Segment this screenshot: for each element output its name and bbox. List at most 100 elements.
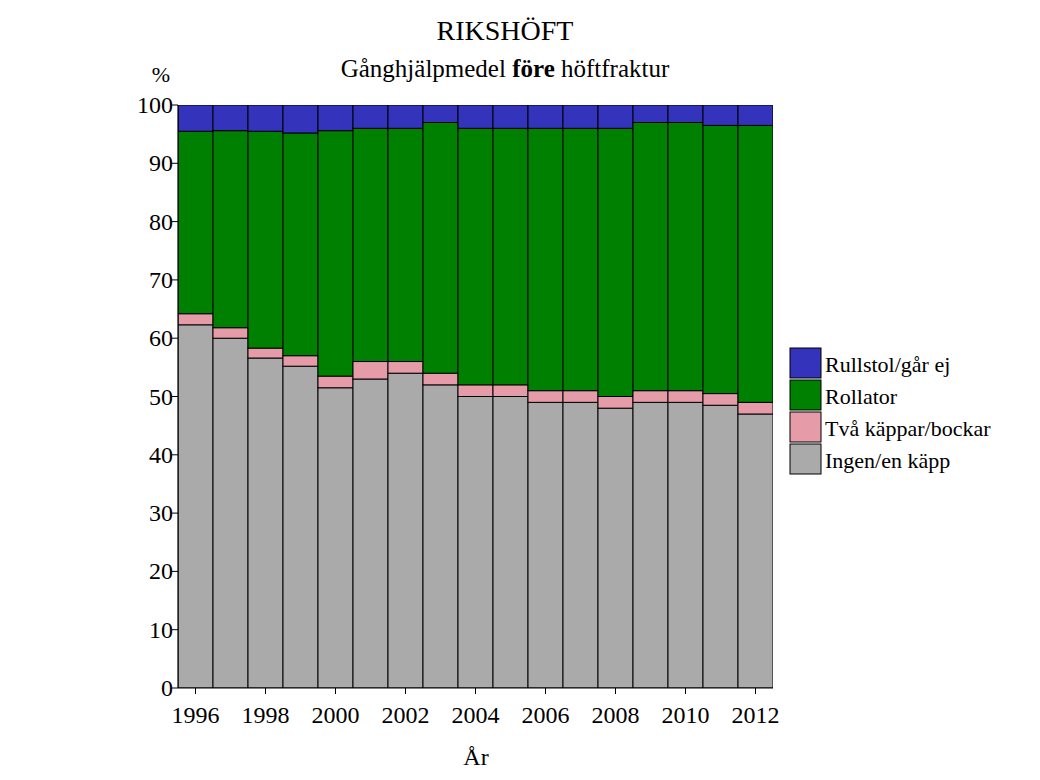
bar-segment	[423, 373, 458, 385]
legend-swatch	[790, 412, 821, 442]
bar-segment	[388, 105, 423, 128]
bar-segment	[703, 394, 738, 406]
bar-segment	[598, 128, 633, 396]
bar-segment	[563, 402, 598, 688]
x-tick-label: 1998	[242, 702, 290, 728]
bar-segment	[213, 338, 248, 688]
bar-segment	[353, 128, 388, 361]
legend-swatch	[790, 444, 821, 474]
bar-segment	[668, 402, 703, 688]
legend-label: Två käppar/bockar	[825, 416, 991, 441]
x-tick-label: 2004	[452, 702, 500, 728]
legend-label: Rollator	[825, 384, 898, 409]
bar-segment	[703, 405, 738, 688]
subtitle: Gånghjälpmedel före höftfraktur	[341, 55, 670, 82]
legend-swatch	[790, 380, 821, 410]
bar-segment	[703, 105, 738, 125]
bar-segment	[248, 131, 283, 348]
bar-segment	[493, 397, 528, 689]
bar-segment	[318, 131, 353, 376]
y-tick-label: 90	[149, 150, 173, 176]
bar-segment	[598, 105, 633, 128]
y-tick-label: 30	[149, 500, 173, 526]
x-tick	[615, 688, 616, 694]
bar-segment	[178, 325, 213, 688]
y-tick-label: 100	[137, 92, 173, 118]
bar-segment	[423, 105, 458, 122]
bar-segment	[353, 362, 388, 379]
x-tick	[475, 688, 476, 694]
x-axis-label: År	[463, 744, 488, 770]
bars	[178, 105, 773, 688]
bar-segment	[423, 385, 458, 688]
y-axis-label: %	[152, 62, 170, 87]
bar-segment	[283, 356, 318, 366]
bar-segment	[283, 366, 318, 688]
bar-segment	[318, 376, 353, 388]
bar-segment	[388, 128, 423, 361]
y-tick-label: 10	[149, 617, 173, 643]
subtitle-word: höftfraktur	[555, 55, 670, 82]
bar-segment	[668, 391, 703, 403]
y-tick-label: 0	[161, 675, 173, 701]
bar-segment	[458, 128, 493, 385]
bar-segment	[353, 379, 388, 688]
bar-segment	[493, 105, 528, 128]
x-tick	[755, 688, 756, 694]
bar-segment	[738, 402, 773, 414]
y-tick-label: 50	[149, 384, 173, 410]
bar-segment	[213, 328, 248, 338]
bar-segment	[213, 105, 248, 131]
bar-segment	[178, 131, 213, 313]
bar-segment	[178, 105, 213, 131]
bar-segment	[458, 385, 493, 397]
bar-segment	[248, 105, 283, 131]
bar-segment	[633, 105, 668, 122]
bar-segment	[633, 402, 668, 688]
legend-label: Ingen/en käpp	[825, 448, 950, 473]
y-tick-label: 70	[149, 267, 173, 293]
bar-segment	[353, 105, 388, 128]
bar-segment	[668, 122, 703, 390]
x-tick	[195, 688, 196, 694]
y-tick-label: 60	[149, 325, 173, 351]
bar-segment	[248, 348, 283, 358]
x-tick	[265, 688, 266, 694]
x-tick	[405, 688, 406, 694]
x-tick-label: 2012	[732, 702, 780, 728]
x-tick-label: 2008	[592, 702, 640, 728]
bar-segment	[493, 128, 528, 385]
bar-segment	[703, 125, 738, 393]
x-tick-label: 2000	[312, 702, 360, 728]
legend: Rullstol/går ejRollatorTvå käppar/bockar…	[790, 348, 991, 474]
chart: RIKSHÖFT Gånghjälpmedel före höftfraktur%…	[0, 0, 1040, 780]
legend-swatch	[790, 348, 821, 378]
bar-segment	[318, 388, 353, 688]
bar-segment	[633, 391, 668, 403]
bar-segment	[213, 131, 248, 328]
bar-segment	[528, 105, 563, 128]
x-tick-label: 1996	[172, 702, 220, 728]
bar-segment	[493, 385, 528, 397]
y-tick-label: 80	[149, 209, 173, 235]
x-tick-label: 2002	[382, 702, 430, 728]
bar-segment	[738, 125, 773, 402]
bar-segment	[388, 373, 423, 688]
bar-segment	[458, 397, 493, 689]
x-tick	[685, 688, 686, 694]
title: RIKSHÖFT	[437, 15, 574, 46]
bar-segment	[458, 105, 493, 128]
bar-segment	[598, 397, 633, 409]
bar-segment	[178, 314, 213, 325]
bar-segment	[318, 105, 353, 131]
bar-segment	[248, 358, 283, 688]
y-tick-label: 40	[149, 442, 173, 468]
bar-segment	[283, 105, 318, 133]
bar-segment	[528, 128, 563, 390]
bar-segment	[283, 133, 318, 356]
subtitle-word: Gånghjälpmedel	[341, 55, 506, 82]
bar-segment	[668, 105, 703, 122]
bar-segment	[738, 105, 773, 125]
bar-segment	[738, 414, 773, 688]
bar-segment	[563, 105, 598, 128]
